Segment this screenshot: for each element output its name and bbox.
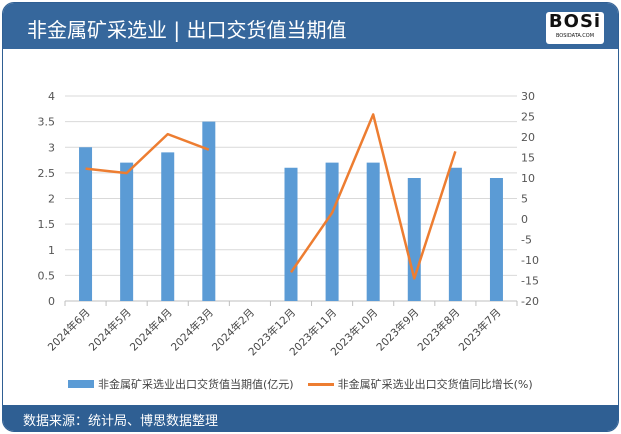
bar <box>161 152 175 301</box>
right-tick-label: 0 <box>521 213 528 226</box>
left-tick-label: 3.5 <box>38 116 56 129</box>
left-tick-label: 1 <box>48 244 55 257</box>
x-tick-label: 2023年9月 <box>374 306 422 354</box>
bar <box>448 167 462 301</box>
bar <box>366 162 380 301</box>
data-source: 数据来源：统计局、博思数据整理 <box>23 414 219 429</box>
bar <box>120 162 134 301</box>
left-tick-label: 3 <box>48 141 55 154</box>
bosi-logo: BOSi BOSIDATA.COM <box>546 12 604 44</box>
header-bar: 非金属矿采选业 | 出口交货值当期值 BOSi BOSIDATA.COM <box>3 3 618 49</box>
logo-subtext: BOSIDATA.COM <box>555 33 595 39</box>
x-tick-label: 2024年6月 <box>45 306 93 354</box>
legend-bar-label: 非金属矿采选业出口交货值当期值(亿元) <box>98 378 294 391</box>
left-tick-label: 0.5 <box>38 269 56 282</box>
chart-title: 非金属矿采选业 | 出口交货值当期值 <box>27 18 347 42</box>
bar <box>325 162 339 301</box>
right-tick-label: 25 <box>521 111 535 124</box>
right-tick-label: 5 <box>521 193 528 206</box>
left-tick-label: 2.5 <box>38 167 56 180</box>
x-tick-label: 2024年4月 <box>127 306 175 354</box>
x-tick-label: 2024年3月 <box>168 306 216 354</box>
right-tick-label: -10 <box>521 254 539 267</box>
legend-line-swatch <box>307 382 334 386</box>
legend-bar-swatch <box>68 380 94 388</box>
legend: 非金属矿采选业出口交货值当期值(亿元) 非金属矿采选业出口交货值同比增长(%) <box>68 376 533 392</box>
bar <box>284 167 298 301</box>
bar <box>489 178 503 301</box>
growth-line <box>289 113 457 280</box>
right-tick-label: 20 <box>521 131 535 144</box>
legend-line-label: 非金属矿采选业出口交货值同比增长(%) <box>337 378 533 391</box>
x-tick-label: 2024年5月 <box>86 306 134 354</box>
growth-line <box>85 132 210 175</box>
left-tick-label: 1.5 <box>38 218 56 231</box>
x-tick-label: 2023年7月 <box>456 306 504 354</box>
bar <box>407 178 421 301</box>
right-tick-label: 15 <box>521 152 535 165</box>
left-tick-label: 4 <box>48 90 55 103</box>
right-tick-label: -20 <box>521 295 539 308</box>
left-tick-label: 0 <box>48 295 55 308</box>
left-tick-label: 2 <box>48 193 55 206</box>
bar <box>202 121 216 301</box>
bar <box>79 147 93 301</box>
right-tick-label: 30 <box>521 90 535 103</box>
logo-text: BOSi <box>548 11 602 32</box>
right-tick-label: -5 <box>521 234 532 247</box>
footer-bar: 数据来源：统计局、博思数据整理 <box>3 405 618 431</box>
x-tick-label: 2023年8月 <box>415 306 463 354</box>
right-tick-label: 10 <box>521 172 535 185</box>
right-tick-label: -15 <box>521 275 539 288</box>
